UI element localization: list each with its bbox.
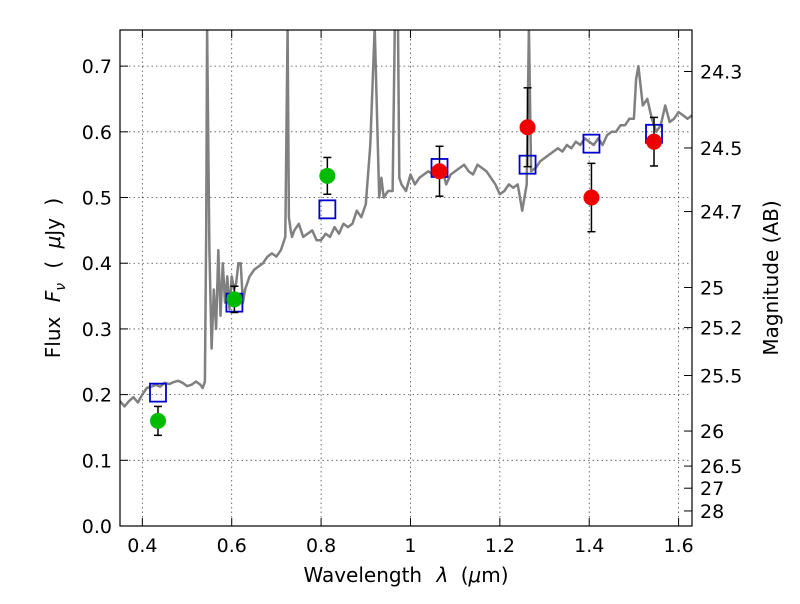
plot-background	[120, 30, 692, 526]
y-tick-label: 0.3	[82, 319, 112, 341]
y-tick-label: 0.6	[82, 122, 112, 144]
y2-tick-label: 25	[700, 277, 724, 299]
x-tick-label: 0.4	[127, 535, 157, 557]
y2-axis-label: Magnitude (AB)	[759, 200, 783, 355]
y-axis-label-symbol: F	[41, 290, 65, 302]
optical-data-point	[149, 412, 166, 429]
model-photometry-square	[318, 199, 337, 220]
nir-data-point	[646, 133, 663, 150]
y2-tick-label: 27	[700, 478, 724, 500]
y2-tick-label: 25.2	[700, 318, 742, 340]
spectrum-line	[120, 30, 692, 408]
x-axis-label-unit-mu: μ	[468, 563, 482, 587]
nir-data-point	[583, 189, 600, 206]
y-axis-label-unit-open: (	[41, 261, 65, 269]
model-photometry-square	[582, 133, 601, 154]
x-tick-label: 1.6	[663, 535, 693, 557]
model-photometry-square	[149, 382, 167, 403]
y2-tick-label: 24.7	[700, 202, 742, 224]
x-tick-label: 1.4	[574, 535, 604, 557]
x-tick-label: 1.2	[485, 535, 515, 557]
optical-data-point	[319, 167, 336, 184]
x-axis-label: Wavelength λ (μm)	[303, 563, 508, 587]
y2-tick-label: 26	[700, 421, 724, 443]
x-axis-label-unit-open: (	[461, 563, 469, 587]
spectrum-layer	[120, 30, 692, 408]
y-tick-label: 0.4	[82, 253, 112, 275]
y2-tick-label: 25.5	[700, 366, 742, 388]
y2-tick-label: 24.3	[700, 61, 742, 83]
x-tick-label: 0.8	[306, 535, 336, 557]
y2-tick-label: 26.5	[700, 456, 742, 478]
marker-layer	[149, 87, 663, 437]
x-axis-label-unit-rest: m)	[481, 563, 508, 587]
x-axis-label-symbol: λ	[435, 563, 448, 587]
y-axis-label: Flux Fν ( μJy )	[41, 198, 70, 358]
x-axis-label-prefix: Wavelength	[303, 563, 422, 587]
x-tick-label: 0.6	[217, 535, 247, 557]
y-tick-label: 0.5	[82, 188, 112, 210]
y-axis-label-prefix: Flux	[41, 316, 65, 358]
y-axis-label-subscript: ν	[53, 283, 69, 291]
plot-frame	[119, 29, 693, 527]
y-axis-label-unit-mu: μ	[41, 236, 65, 250]
x-tick-label: 1	[404, 535, 416, 557]
y-tick-label: 0.7	[82, 56, 112, 78]
y-axis-label-unit-rest: Jy	[41, 218, 65, 238]
nir-data-point	[431, 163, 448, 180]
optical-data-point	[226, 291, 243, 308]
nir-data-point	[519, 119, 536, 136]
y2-tick-label: 28	[700, 501, 724, 523]
y2-tick-label: 24.5	[700, 138, 742, 160]
y-tick-label: 0.1	[82, 450, 112, 472]
y-tick-label: 0.0	[82, 516, 112, 538]
y-tick-label: 0.2	[82, 385, 112, 407]
y-axis-label-unit-close: )	[41, 198, 65, 206]
ticks: 0.4 0.6 0.8 1 1.2 1.4 1.6 0.0 0.1 0.2 0.3 0.4 0.5 0.6…	[82, 30, 742, 557]
